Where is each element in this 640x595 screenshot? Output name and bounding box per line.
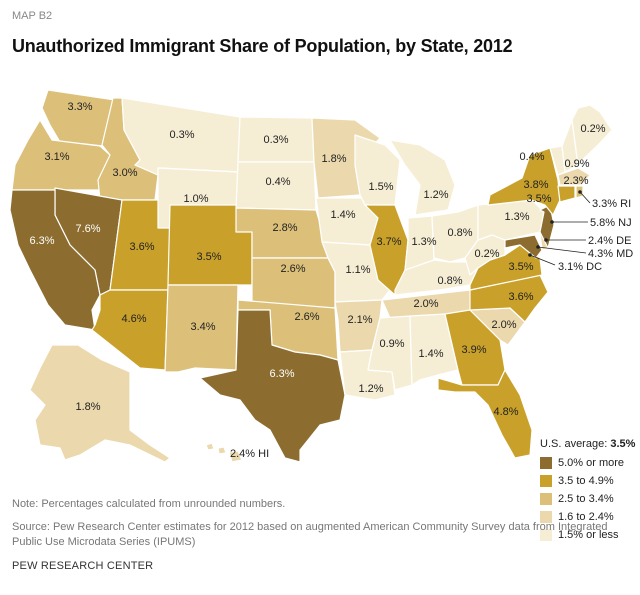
callout-DC: 3.1% DC	[558, 261, 602, 273]
label-CA: 6.3%	[29, 235, 54, 247]
state-AK	[29, 344, 171, 463]
dot-NJ	[550, 220, 554, 224]
label-IA: 1.4%	[330, 209, 355, 221]
label-VT: 0.4%	[519, 151, 544, 163]
dot-RI	[578, 190, 582, 194]
label-PA: 1.3%	[504, 211, 529, 223]
label-FL: 4.8%	[493, 406, 518, 418]
label-AL: 1.4%	[418, 348, 443, 360]
state-MA	[557, 167, 591, 186]
state-HI-2	[217, 446, 227, 455]
label-MN: 1.8%	[321, 153, 346, 165]
label-TX: 6.3%	[269, 368, 294, 380]
state-MD	[504, 234, 543, 259]
label-AZ: 4.6%	[121, 313, 146, 325]
callout-NJ: 5.8% NJ	[590, 217, 632, 229]
label-WV: 0.2%	[474, 248, 499, 260]
label-ME: 0.2%	[580, 123, 605, 135]
label-NM: 3.4%	[190, 321, 215, 333]
label-NE: 2.8%	[272, 222, 297, 234]
label-IN: 1.3%	[411, 236, 436, 248]
label-VA: 3.5%	[508, 261, 533, 273]
state-HI-1	[205, 442, 215, 451]
legend-swatch	[540, 475, 552, 487]
label-ID: 3.0%	[112, 167, 137, 179]
label-MS: 0.9%	[379, 338, 404, 350]
legend-item: 5.0% or more	[540, 454, 635, 472]
source: Source: Pew Research Center estimates fo…	[12, 521, 608, 548]
label-MT: 0.3%	[169, 129, 194, 141]
legend-swatch	[540, 511, 552, 523]
label-AR: 2.1%	[347, 314, 372, 326]
leader-MD	[537, 246, 587, 254]
state-PA	[477, 199, 545, 241]
label-NV: 7.6%	[75, 223, 100, 235]
label-NY: 3.8%	[523, 179, 548, 191]
label-MO: 1.1%	[345, 264, 370, 276]
label-MI: 1.2%	[423, 189, 448, 201]
state-CT	[557, 185, 576, 203]
dot-DE	[544, 238, 548, 242]
state-HI-3	[228, 450, 243, 463]
label-ND: 0.3%	[263, 134, 288, 146]
legend-swatch	[540, 457, 552, 469]
label-UT: 3.6%	[129, 241, 154, 253]
label-AK: 1.8%	[75, 401, 100, 413]
callout-DE: 2.4% DE	[588, 235, 631, 247]
label-CT: 3.5%	[526, 193, 551, 205]
leader-RI	[579, 191, 591, 204]
legend-item: 1.6 to 2.4%	[540, 508, 635, 526]
label-KY: 0.8%	[437, 275, 462, 287]
label-WA: 3.3%	[67, 101, 92, 113]
state-CA	[9, 189, 101, 331]
page-title: Unauthorized Immigrant Share of Populati…	[12, 36, 513, 56]
legend-item: 2.5 to 3.4%	[540, 490, 635, 508]
label-KS: 2.6%	[280, 263, 305, 275]
legend: U.S. average: 3.5% 5.0% or more 3.5 to 4…	[540, 438, 635, 544]
dot-DC	[528, 253, 532, 257]
credit: PEW RESEARCH CENTER	[12, 560, 154, 572]
state-AZ	[91, 289, 169, 371]
callout-RI: 3.3% RI	[592, 198, 631, 210]
label-IL: 3.7%	[376, 236, 401, 248]
legend-item: 1.5% or less	[540, 526, 635, 544]
label-TN: 2.0%	[413, 298, 438, 310]
us-map: 3.3% 3.1% 3.0% 0.3% 1.0% 6.3% 7.6% 3.6% …	[9, 89, 633, 463]
label-WY: 1.0%	[183, 193, 208, 205]
state-NM	[164, 284, 239, 373]
state-FL	[437, 369, 533, 459]
callout-HI: 2.4% HI	[230, 448, 269, 460]
state-ME	[571, 104, 613, 166]
label-MA: 2.3%	[563, 175, 588, 187]
legend-swatch	[540, 529, 552, 541]
note: Note: Percentages calculated from unroun…	[12, 498, 286, 510]
state-NC	[469, 274, 549, 323]
label-SD: 0.4%	[265, 176, 290, 188]
state-MI	[389, 139, 456, 216]
legend-item: 3.5 to 4.9%	[540, 472, 635, 490]
callout-MD: 4.3% MD	[588, 248, 633, 260]
label-NH: 0.9%	[564, 158, 589, 170]
label-GA: 3.9%	[461, 344, 486, 356]
leader-DC	[529, 254, 556, 266]
legend-title: U.S. average: 3.5%	[540, 438, 636, 450]
state-TX	[199, 309, 346, 463]
label-OR: 3.1%	[44, 151, 69, 163]
label-OK: 2.6%	[294, 311, 319, 323]
label-OH: 0.8%	[447, 227, 472, 239]
label-WI: 1.5%	[368, 181, 393, 193]
label-LA: 1.2%	[358, 383, 383, 395]
label-CO: 3.5%	[196, 251, 221, 263]
legend-swatch	[540, 493, 552, 505]
map-label: MAP B2	[12, 10, 53, 22]
dot-MD	[536, 245, 540, 249]
label-NC: 3.6%	[508, 291, 533, 303]
label-SC: 2.0%	[491, 319, 516, 331]
